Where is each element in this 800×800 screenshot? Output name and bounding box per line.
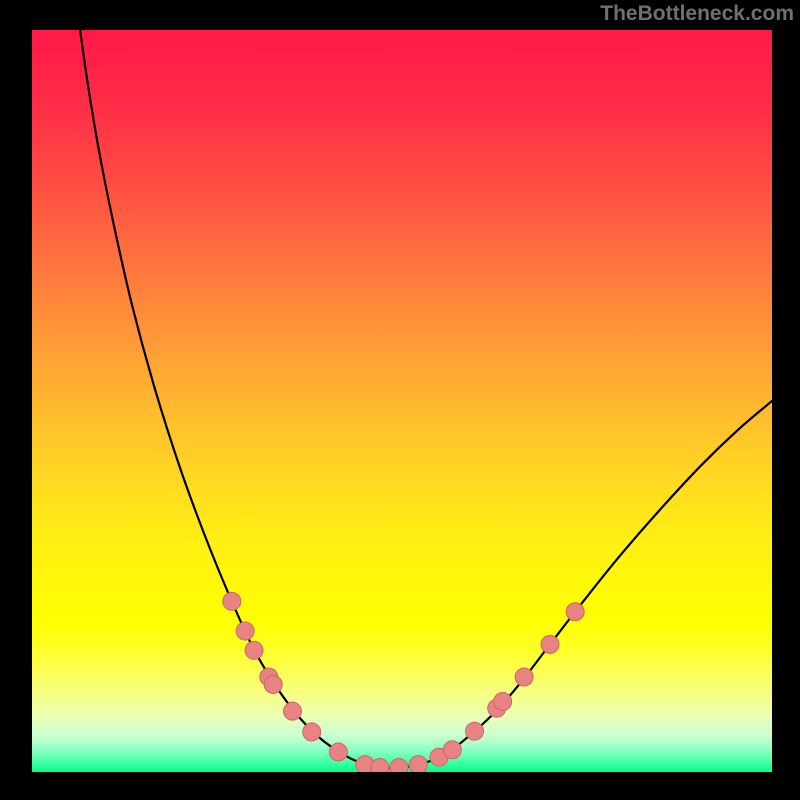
data-marker xyxy=(371,759,389,772)
data-marker xyxy=(329,743,347,761)
data-marker xyxy=(466,722,484,740)
data-marker xyxy=(443,741,461,759)
data-marker xyxy=(283,702,301,720)
plot-area xyxy=(32,30,772,772)
data-marker xyxy=(409,756,427,772)
data-marker xyxy=(515,668,533,686)
data-marker xyxy=(541,635,559,653)
data-marker xyxy=(303,723,321,741)
data-marker xyxy=(236,622,254,640)
watermark-text: TheBottleneck.com xyxy=(600,2,794,26)
gradient-background xyxy=(32,30,772,772)
data-marker xyxy=(245,641,263,659)
data-marker xyxy=(566,603,584,621)
data-marker xyxy=(494,693,512,711)
data-marker xyxy=(390,759,408,772)
data-marker xyxy=(264,675,282,693)
chart-frame: TheBottleneck.com xyxy=(0,0,800,800)
plot-svg xyxy=(32,30,772,772)
data-marker xyxy=(223,592,241,610)
